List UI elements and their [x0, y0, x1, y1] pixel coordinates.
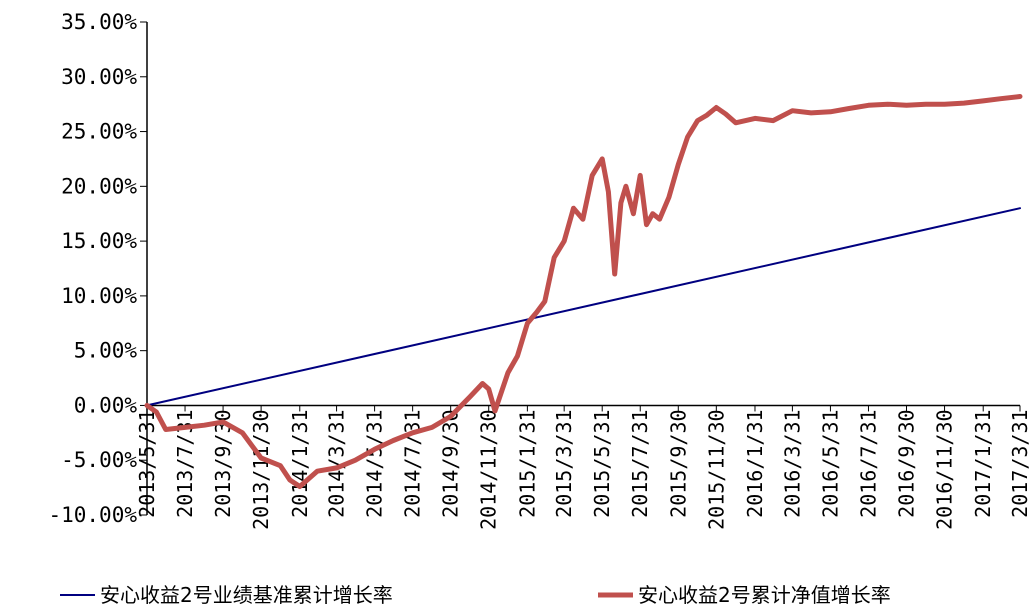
series-line-nav	[147, 97, 1020, 487]
x-tick-label: 2014/11/30	[477, 409, 501, 529]
legend-label-nav: 安心收益2号累计净值增长率	[638, 583, 891, 607]
x-tick-label: 2015/3/31	[552, 409, 576, 517]
x-tick-label: 2013/5/31	[135, 409, 159, 517]
plot-area	[147, 97, 1020, 487]
legend: 安心收益2号业绩基准累计增长率 安心收益2号累计净值增长率	[60, 583, 891, 607]
x-tick-label: 2015/1/31	[515, 409, 539, 517]
x-tick-label: 2016/11/30	[933, 409, 957, 529]
x-tick-label: 2015/9/30	[666, 409, 690, 517]
x-tick-label: 2014/5/31	[363, 409, 387, 517]
x-tick-label: 2017/3/31	[1008, 409, 1032, 517]
legend-label-benchmark: 安心收益2号业绩基准累计增长率	[100, 583, 393, 607]
x-tick-label: 2014/1/31	[288, 409, 312, 517]
y-tick-label: 25.00%	[61, 120, 137, 144]
y-tick-label: 5.00%	[74, 339, 138, 363]
series-line-benchmark	[147, 208, 1020, 405]
x-tick-label: 2014/9/30	[439, 409, 463, 517]
x-tick-label: 2017/1/31	[971, 409, 995, 517]
y-tick-label: -10.00%	[48, 503, 137, 527]
x-tick-label: 2013/11/30	[249, 409, 273, 529]
x-tick-label: 2014/7/31	[401, 409, 425, 517]
y-tick-label: 15.00%	[61, 229, 137, 253]
x-tick-label: 2016/1/31	[743, 409, 767, 517]
x-tick-label: 2015/7/31	[628, 409, 652, 517]
y-tick-label: 10.00%	[61, 284, 137, 308]
y-tick-label: 30.00%	[61, 65, 137, 89]
x-tick-label: 2016/7/31	[856, 409, 880, 517]
x-tick-label: 2016/9/30	[895, 409, 919, 517]
x-tick-label: 2016/5/31	[818, 409, 842, 517]
x-tick-label: 2015/11/30	[704, 409, 728, 529]
x-tick-label: 2016/3/31	[780, 409, 804, 517]
y-axis: 35.00% 30.00% 25.00% 20.00% 15.00% 10.00% 5.00…	[48, 10, 147, 527]
y-tick-label: -5.00%	[61, 448, 137, 472]
y-tick-label: 0.00%	[74, 393, 138, 417]
y-tick-label: 35.00%	[61, 10, 137, 34]
y-tick-label: 20.00%	[61, 174, 137, 198]
x-tick-label: 2015/5/31	[590, 409, 614, 517]
x-axis: 2013/5/31 2013/7/31 2013/9/30 2013/11/30 201…	[135, 405, 1032, 529]
